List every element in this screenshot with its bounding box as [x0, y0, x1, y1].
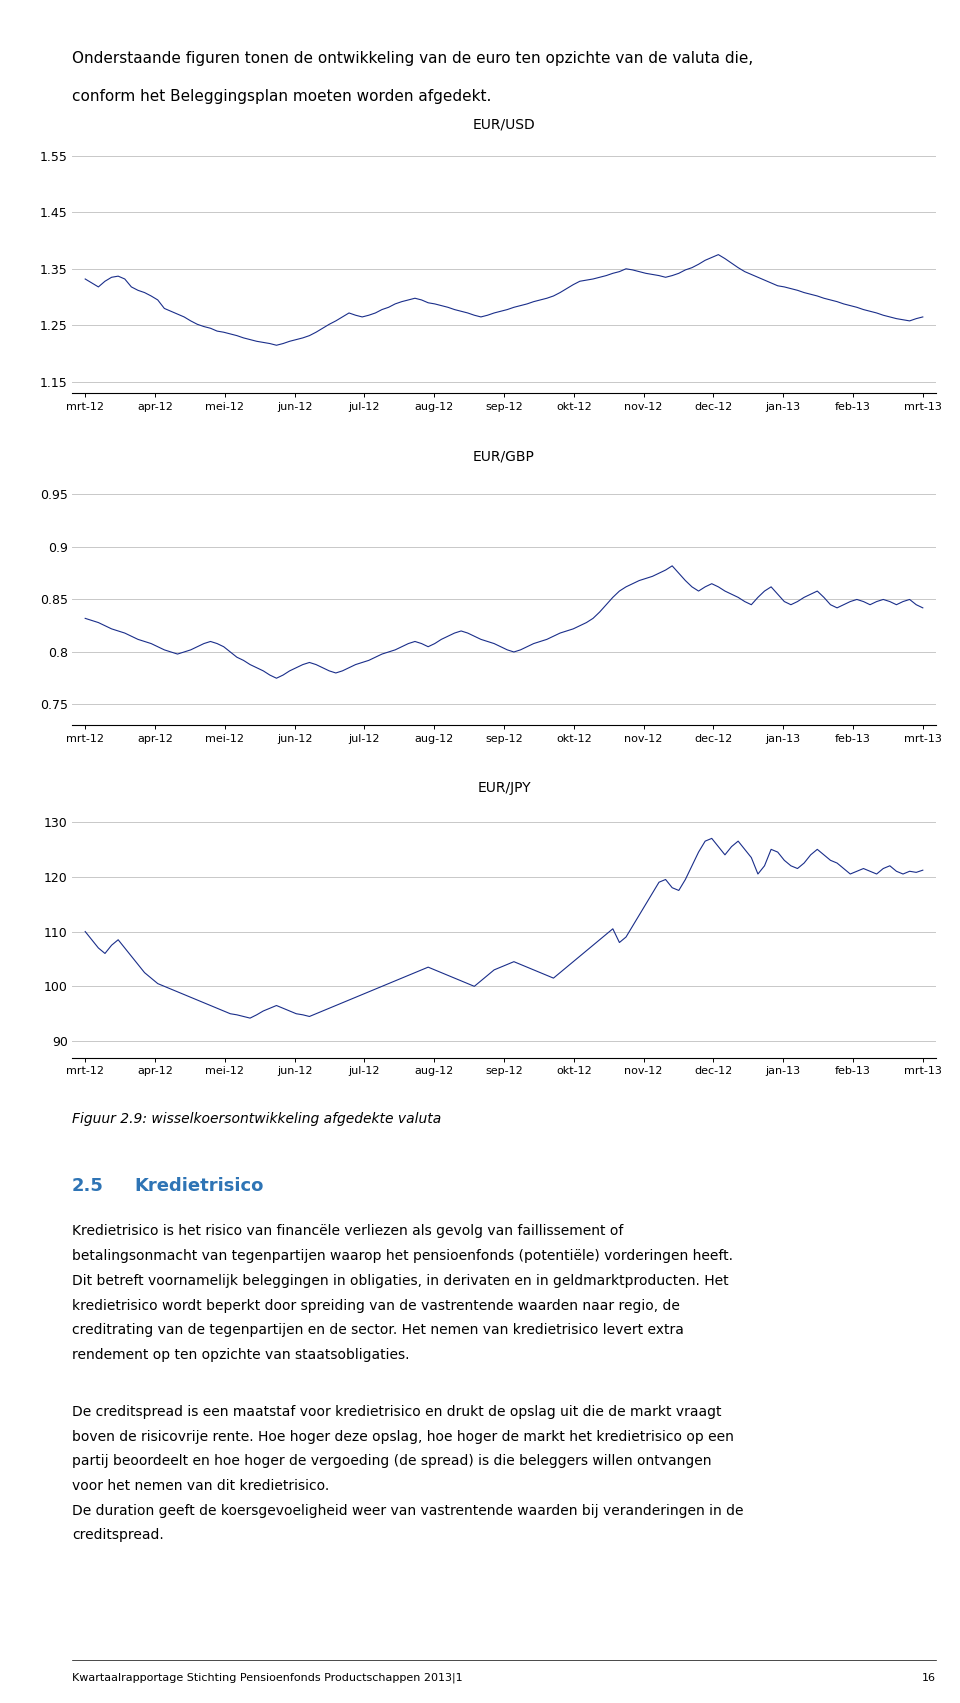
Text: creditspread.: creditspread. [72, 1529, 164, 1543]
Text: 2.5: 2.5 [72, 1177, 104, 1196]
Text: EUR/USD: EUR/USD [472, 118, 536, 131]
Text: De duration geeft de koersgevoeligheid weer van vastrentende waarden bij verande: De duration geeft de koersgevoeligheid w… [72, 1504, 743, 1517]
Text: Figuur 2.9: wisselkoersontwikkeling afgedekte valuta: Figuur 2.9: wisselkoersontwikkeling afge… [72, 1112, 442, 1126]
Text: kredietrisico wordt beperkt door spreiding van de vastrentende waarden naar regi: kredietrisico wordt beperkt door spreidi… [72, 1299, 680, 1313]
Text: Kwartaalrapportage Stichting Pensioenfonds Productschappen 2013|1: Kwartaalrapportage Stichting Pensioenfon… [72, 1672, 463, 1683]
Text: Kredietrisico is het risico van financële verliezen als gevolg van faillissement: Kredietrisico is het risico van financël… [72, 1224, 623, 1238]
Text: partij beoordeelt en hoe hoger de vergoeding (de spread) is die beleggers willen: partij beoordeelt en hoe hoger de vergoe… [72, 1454, 711, 1468]
Text: conform het Beleggingsplan moeten worden afgedekt.: conform het Beleggingsplan moeten worden… [72, 89, 492, 104]
Text: betalingsonmacht van tegenpartijen waarop het pensioenfonds (potentiële) vorderi: betalingsonmacht van tegenpartijen waaro… [72, 1250, 733, 1264]
Text: Dit betreft voornamelijk beleggingen in obligaties, in derivaten en in geldmarkt: Dit betreft voornamelijk beleggingen in … [72, 1274, 729, 1287]
Text: Onderstaande figuren tonen de ontwikkeling van de euro ten opzichte van de valut: Onderstaande figuren tonen de ontwikkeli… [72, 51, 754, 66]
Text: 16: 16 [922, 1672, 936, 1683]
Text: Kredietrisico: Kredietrisico [134, 1177, 264, 1196]
Text: creditrating van de tegenpartijen en de sector. Het nemen van kredietrisico leve: creditrating van de tegenpartijen en de … [72, 1323, 684, 1337]
Text: EUR/GBP: EUR/GBP [473, 450, 535, 463]
Text: rendement op ten opzichte van staatsobligaties.: rendement op ten opzichte van staatsobli… [72, 1349, 410, 1362]
Text: voor het nemen van dit kredietrisico.: voor het nemen van dit kredietrisico. [72, 1480, 329, 1494]
Text: De creditspread is een maatstaf voor kredietrisico en drukt de opslag uit die de: De creditspread is een maatstaf voor kre… [72, 1405, 722, 1419]
Text: boven de risicovrije rente. Hoe hoger deze opslag, hoe hoger de markt het kredie: boven de risicovrije rente. Hoe hoger de… [72, 1431, 733, 1444]
Text: EUR/JPY: EUR/JPY [477, 782, 531, 795]
